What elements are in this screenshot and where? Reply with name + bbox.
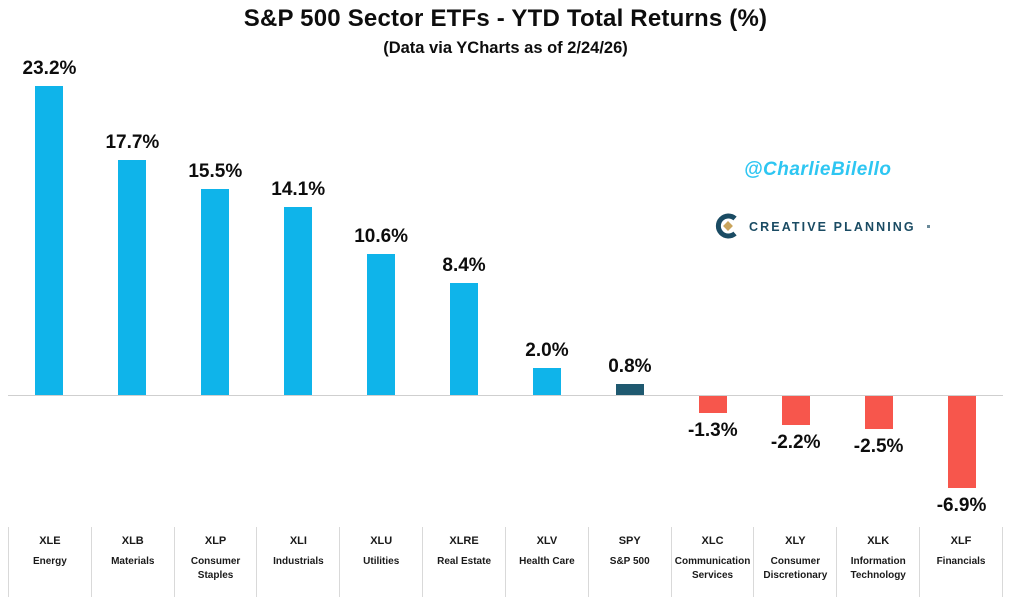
sector-label: Financials [936, 556, 986, 567]
bar-XLY [781, 396, 810, 426]
value-label-XLRE: 8.4% [442, 255, 486, 277]
bar-XLI [284, 207, 313, 395]
bar-XLF [947, 396, 976, 488]
ticker-label: XLV [536, 535, 558, 547]
ticker-label: XLI [289, 535, 307, 547]
sector-label: Information Technology [850, 556, 906, 581]
bar-XLRE [450, 283, 479, 395]
value-label-XLE: 23.2% [22, 58, 77, 80]
value-label-XLP: 15.5% [188, 160, 243, 182]
brand-logo: CREATIVE PLANNING [714, 213, 930, 239]
brand-name: CREATIVE PLANNING [749, 220, 916, 234]
ticker-label: XLY [785, 535, 806, 547]
ticker-label: XLU [370, 535, 393, 547]
sector-label: Utilities [363, 556, 400, 567]
bar-SPY [615, 384, 644, 395]
bar-XLU [367, 254, 396, 395]
value-label-XLV: 2.0% [525, 340, 569, 362]
value-label-XLY: -2.2% [770, 432, 821, 454]
bar-XLB [118, 159, 147, 395]
category-cell-XLF: XLF Financials [919, 527, 1002, 597]
bar-XLE [35, 86, 64, 395]
bar-XLP [201, 188, 230, 395]
ticker-label: XLE [39, 535, 61, 547]
sector-label: Industrials [273, 556, 324, 567]
ticker-label: XLB [121, 535, 144, 547]
author-watermark: @CharlieBilello [744, 159, 892, 180]
category-cell-SPY: SPY S&P 500 [587, 527, 671, 597]
bar-XLK [864, 396, 893, 430]
value-label-XLC: -1.3% [687, 420, 738, 442]
value-label-XLB: 17.7% [105, 131, 160, 153]
category-cell-XLU: XLU Utilities [339, 527, 422, 597]
ticker-label: XLK [867, 535, 890, 547]
category-cell-XLC: XLC Communication Services [670, 527, 754, 597]
sector-label: Health Care [519, 556, 575, 567]
category-cell-XLI: XLI Industrials [256, 527, 339, 597]
trademark-mark [926, 225, 930, 228]
category-cell-XLE: XLE Energy [8, 527, 91, 597]
ticker-label: XLC [701, 535, 724, 547]
sector-label: Real Estate [437, 556, 492, 567]
bar-XLC [698, 396, 727, 414]
sector-label: Consumer Discretionary [763, 556, 828, 581]
category-cell-XLV: XLV Health Care [504, 527, 588, 597]
category-cell-XLK: XLK Information Technology [836, 527, 919, 597]
category-cell-XLY: XLY Consumer Discretionary [753, 527, 836, 597]
sector-label: Consumer Staples [190, 556, 241, 581]
ticker-label: XLRE [449, 535, 479, 547]
category-cell-XLP: XLP Consumer Staples [173, 527, 257, 597]
sector-label: S&P 500 [609, 556, 650, 567]
chart-subtitle: (Data via YCharts as of 2/24/26) [383, 39, 628, 57]
sector-label: Energy [32, 556, 67, 567]
value-label-XLI: 14.1% [271, 179, 326, 201]
value-label-XLF: -6.9% [936, 494, 987, 516]
ticker-label: XLF [950, 535, 972, 547]
category-axis: XLE Energy XLB Materials XLP Consumer Staples… [8, 527, 1003, 597]
category-cell-XLB: XLB Materials [90, 527, 174, 597]
chart-title: S&P 500 Sector ETFs - YTD Total Returns … [243, 5, 768, 32]
sector-label: Communication Services [674, 556, 751, 581]
creative-planning-c-icon [715, 213, 737, 239]
ticker-label: SPY [618, 535, 641, 547]
value-label-XLU: 10.6% [354, 226, 409, 248]
value-label-SPY: 0.8% [608, 356, 652, 378]
bar-XLV [532, 368, 561, 395]
sector-label: Materials [111, 556, 155, 567]
zero-axis-line [8, 395, 1003, 396]
value-label-XLK: -2.5% [853, 436, 904, 458]
category-cell-XLRE: XLRE Real Estate [422, 527, 505, 597]
ticker-label: XLP [204, 535, 227, 547]
